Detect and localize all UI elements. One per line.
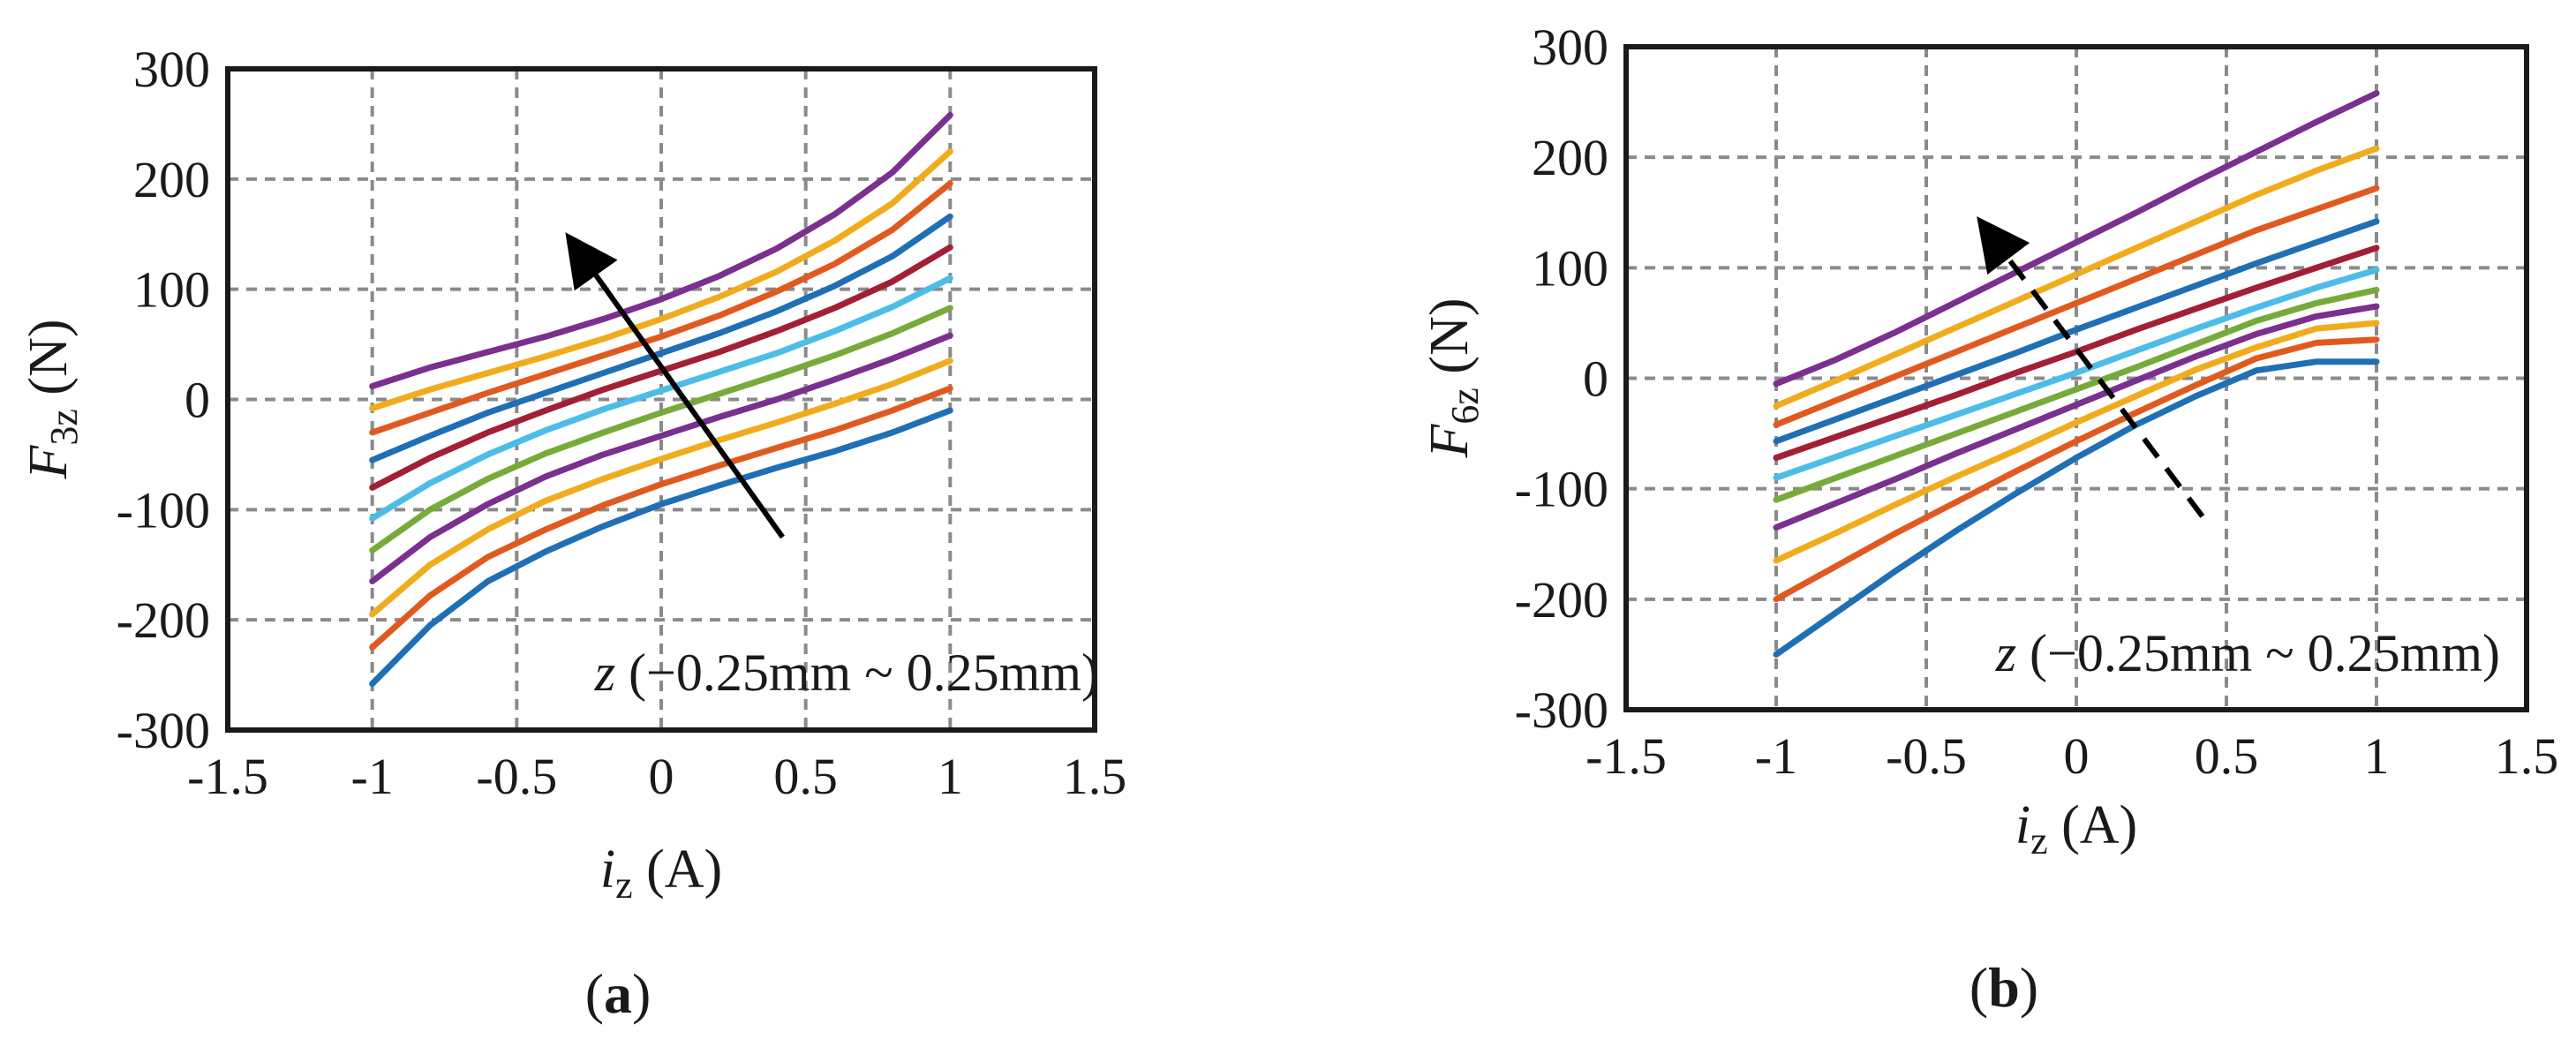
y-tick-label: 0 xyxy=(1583,350,1608,408)
y-tick-label: -300 xyxy=(1515,681,1608,739)
y-tick-label: -200 xyxy=(1515,571,1608,629)
x-tick-labels: -1.5 -1 -0.5 0 0.5 1 1.5 xyxy=(187,748,1126,805)
chart-panel-b: -1.5 -1 -0.5 0 0.5 1 1.5 -300 -200 -100 0 100 200 30… xyxy=(1420,19,2558,1019)
series-line-s9 xyxy=(1773,184,2380,428)
x-tick-label: -0.5 xyxy=(1886,727,1967,785)
series-line-s11 xyxy=(1773,90,2380,388)
y-tick-label: 100 xyxy=(1532,239,1608,297)
grid xyxy=(1626,47,2527,710)
x-tick-label: 0 xyxy=(2064,727,2090,785)
panel-label-a: (a) xyxy=(585,962,652,1025)
series-line-s4 xyxy=(1773,303,2380,531)
trend-arrow xyxy=(1977,216,2205,518)
series-line-s8 xyxy=(1773,218,2380,445)
y-axis-label: F6z (N) xyxy=(1420,298,1487,459)
panel-label-b: (b) xyxy=(1970,956,2038,1019)
z-range-annotation: z (−0.25mm ~ 0.25mm) xyxy=(594,644,1099,702)
series-line-s6 xyxy=(369,275,953,522)
chart-panel-a: -1.5 -1 -0.5 0 0.5 1 1.5 -300 -200 -100 0 100 200 30… xyxy=(19,41,1126,1025)
y-tick-label: 100 xyxy=(133,261,210,319)
y-tick-label: -100 xyxy=(1515,461,1608,518)
plot-frame xyxy=(1623,44,2529,712)
x-tick-label: 0 xyxy=(649,748,674,805)
x-tick-label: -1.5 xyxy=(187,748,268,805)
y-tick-label: 200 xyxy=(133,151,210,208)
series-line-s5 xyxy=(369,305,953,553)
series-line-s2 xyxy=(1773,336,2380,603)
x-tick-label: 0.5 xyxy=(773,748,838,805)
y-tick-label: 300 xyxy=(1532,19,1608,76)
series-line-s4 xyxy=(369,332,953,584)
series-line-s9 xyxy=(369,180,953,436)
series-line-s10 xyxy=(369,148,953,411)
series-lines xyxy=(369,111,953,688)
series-line-s11 xyxy=(369,111,953,389)
series-line-s1 xyxy=(369,407,953,688)
x-tick-labels: -1.5 -1 -0.5 0 0.5 1 1.5 xyxy=(1586,727,2558,785)
x-tick-label: -1.5 xyxy=(1586,727,1667,785)
series-line-s2 xyxy=(369,385,953,651)
plot-frame xyxy=(225,66,1097,733)
y-tick-labels: -300 -200 -100 0 100 200 300 xyxy=(1515,19,1608,739)
x-tick-label: 0.5 xyxy=(2195,727,2259,785)
y-tick-label: -200 xyxy=(117,591,210,649)
x-tick-label: 1.5 xyxy=(2495,727,2559,785)
trend-arrow xyxy=(565,232,785,539)
y-tick-labels: -300 -200 -100 0 100 200 300 xyxy=(117,41,210,759)
series-line-s8 xyxy=(369,213,953,463)
y-tick-label: -100 xyxy=(117,481,210,538)
series-line-s3 xyxy=(369,358,953,618)
series-line-s1 xyxy=(1773,358,2380,658)
x-tick-label: 1 xyxy=(938,748,963,805)
series-line-s3 xyxy=(1773,320,2380,564)
y-axis-label: F3z (N) xyxy=(19,320,86,480)
y-tick-label: -300 xyxy=(117,702,210,759)
series-line-s5 xyxy=(1773,286,2380,503)
y-tick-label: 300 xyxy=(133,41,210,98)
x-tick-label: -1 xyxy=(1755,727,1797,785)
y-tick-label: 200 xyxy=(1532,129,1608,186)
x-tick-label: -1 xyxy=(351,748,394,805)
x-axis-label: iz (A) xyxy=(2015,795,2137,862)
z-range-annotation: z (−0.25mm ~ 0.25mm) xyxy=(1995,624,2500,682)
grid xyxy=(228,69,1095,730)
x-tick-label: 1 xyxy=(2364,727,2390,785)
y-tick-label: 0 xyxy=(185,372,210,429)
x-tick-label: -0.5 xyxy=(476,748,557,805)
x-axis-label: iz (A) xyxy=(600,839,722,907)
series-line-s10 xyxy=(1773,145,2380,410)
x-tick-label: 1.5 xyxy=(1063,748,1127,805)
series-line-s6 xyxy=(1773,267,2380,481)
